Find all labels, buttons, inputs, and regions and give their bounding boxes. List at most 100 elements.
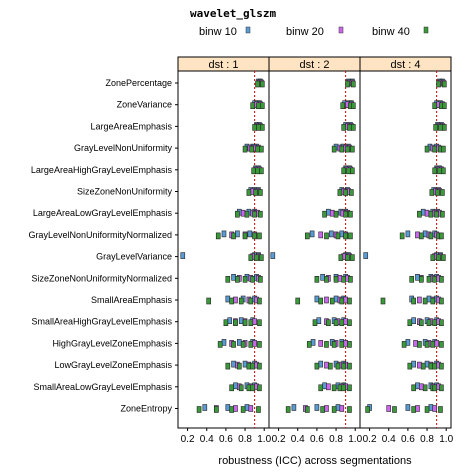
data-point-binw-40 xyxy=(305,406,310,413)
data-point-binw-40 xyxy=(326,319,331,327)
data-point-binw-40 xyxy=(255,80,260,88)
data-point-binw-40 xyxy=(252,210,257,218)
panel: dst : 2 0.2 0.4 0.6 0.8 1.0 xyxy=(268,56,363,445)
data-point-binw-20 xyxy=(324,296,329,304)
data-point-binw-40 xyxy=(343,232,348,240)
data-point-binw-40 xyxy=(314,275,320,283)
x-tick-label: 0.4 xyxy=(200,434,214,445)
data-point-binw-40 xyxy=(340,102,346,109)
x-tick-label: 0.8 xyxy=(329,434,343,445)
data-point-binw-10 xyxy=(326,208,331,216)
data-point-binw-20 xyxy=(343,340,348,347)
data-point-binw-40 xyxy=(248,341,254,348)
data-point-binw-40 xyxy=(250,275,256,283)
data-point-binw-10 xyxy=(428,404,434,411)
data-point-binw-40 xyxy=(231,232,236,240)
data-point-binw-10 xyxy=(270,252,276,259)
data-point-binw-40 xyxy=(253,189,258,196)
data-point-binw-40 xyxy=(333,319,339,327)
data-point-binw-40 xyxy=(339,297,345,305)
data-point-binw-40 xyxy=(350,80,356,88)
data-point-binw-40 xyxy=(426,319,432,327)
data-point-binw-40 xyxy=(242,275,248,283)
data-point-binw-40 xyxy=(333,275,339,283)
data-point-binw-40 xyxy=(251,167,256,175)
data-point-binw-40 xyxy=(335,362,341,370)
data-point-binw-20 xyxy=(318,231,324,239)
data-point-binw-10 xyxy=(221,230,227,238)
data-point-binw-40 xyxy=(231,341,236,348)
data-point-binw-40 xyxy=(318,297,324,305)
data-point-binw-10 xyxy=(291,404,297,411)
data-point-binw-40 xyxy=(441,124,447,131)
data-point-binw-20 xyxy=(415,231,420,239)
data-point-binw-20 xyxy=(233,405,238,412)
data-point-binw-40 xyxy=(438,406,443,413)
data-point-binw-20 xyxy=(343,318,348,326)
data-point-binw-40 xyxy=(349,189,354,196)
data-point-binw-40 xyxy=(249,145,255,153)
data-point-binw-40 xyxy=(318,384,324,392)
data-point-binw-10 xyxy=(405,339,411,346)
data-point-binw-10 xyxy=(415,273,420,281)
data-point-binw-10 xyxy=(231,360,236,368)
data-point-binw-40 xyxy=(441,145,446,153)
data-point-binw-40 xyxy=(256,406,261,413)
data-point-binw-40 xyxy=(432,362,438,370)
data-point-binw-20 xyxy=(386,405,392,412)
data-point-binw-40 xyxy=(339,145,345,153)
data-point-binw-40 xyxy=(337,384,343,392)
data-point-binw-40 xyxy=(439,341,444,348)
data-point-binw-20 xyxy=(248,405,254,412)
data-point-binw-40 xyxy=(439,319,444,327)
data-point-binw-40 xyxy=(441,80,447,88)
data-point-binw-40 xyxy=(341,362,347,370)
panel-strip-label: dst : 2 xyxy=(300,59,330,71)
data-point-binw-40 xyxy=(419,275,424,283)
data-point-binw-40 xyxy=(259,124,265,131)
category-label: ZonePercentage xyxy=(105,78,172,88)
category-labels: ZonePercentage ZoneVariance LargeAreaEmpha… xyxy=(28,78,172,414)
data-point-binw-40 xyxy=(426,275,432,283)
data-point-binw-10 xyxy=(227,317,233,325)
category-label: SmallAreaEmphasis xyxy=(91,295,173,305)
panel-strip-label: dst : 1 xyxy=(209,59,239,71)
data-point-binw-40 xyxy=(225,362,231,370)
data-point-binw-40 xyxy=(196,406,202,413)
x-tick-label: 0.4 xyxy=(382,434,396,445)
data-point-binw-40 xyxy=(348,210,353,218)
data-point-binw-40 xyxy=(433,124,438,131)
data-point-binw-40 xyxy=(258,275,263,283)
x-tick-label: 1.0 xyxy=(348,434,362,445)
data-point-binw-40 xyxy=(365,406,370,413)
data-point-binw-40 xyxy=(437,167,442,175)
data-point-binw-40 xyxy=(259,254,264,261)
data-point-binw-40 xyxy=(329,297,335,305)
data-point-binw-40 xyxy=(255,167,260,175)
legend-swatch-binw-10 xyxy=(245,26,251,34)
data-point-binw-10 xyxy=(309,230,315,238)
data-point-binw-40 xyxy=(434,210,439,218)
data-point-binw-40 xyxy=(257,362,262,370)
data-point-binw-20 xyxy=(326,383,331,391)
data-point-binw-10 xyxy=(333,295,339,303)
data-point-binw-40 xyxy=(257,384,262,392)
category-label: LowGrayLevelZoneEmphasis xyxy=(54,360,172,370)
data-point-binw-40 xyxy=(339,319,345,327)
data-point-binw-40 xyxy=(225,275,231,283)
data-point-binw-40 xyxy=(441,102,447,109)
data-point-binw-40 xyxy=(350,124,356,131)
category-label: SizeZoneNonUniformity xyxy=(77,187,173,197)
data-point-binw-10 xyxy=(237,339,242,346)
data-point-binw-40 xyxy=(333,210,339,218)
data-point-binw-20 xyxy=(417,296,422,304)
data-point-binw-20 xyxy=(252,340,257,347)
data-point-binw-40 xyxy=(345,145,350,153)
data-point-binw-40 xyxy=(346,167,351,175)
data-point-binw-40 xyxy=(295,297,301,305)
data-point-binw-40 xyxy=(314,362,320,370)
x-tick-label: 1.0 xyxy=(439,434,453,445)
data-point-binw-40 xyxy=(341,384,347,392)
legend-label-binw-40: binw 40 xyxy=(372,26,410,38)
data-point-binw-40 xyxy=(430,341,436,348)
